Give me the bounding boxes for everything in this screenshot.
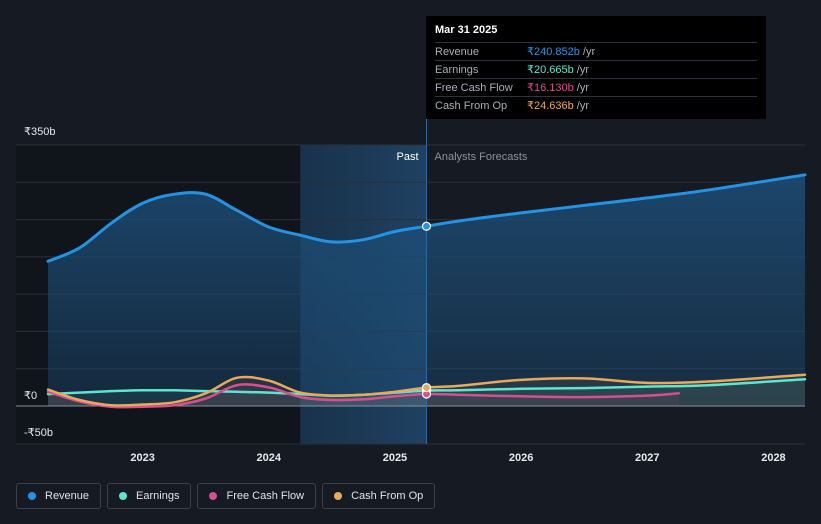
x-tick-label: 2027 xyxy=(635,452,659,464)
cash-from-op-marker xyxy=(421,383,432,393)
past-label: Past xyxy=(396,151,418,163)
y-axis-labels: ₹350b ₹0 -₹50b xyxy=(24,126,55,439)
tooltip-unit: /yr xyxy=(576,81,589,94)
revenue-marker xyxy=(421,221,432,231)
legend-item-free-cash-flow[interactable]: Free Cash Flow xyxy=(197,483,317,509)
tooltip-row-free-cash-flow: Free Cash Flow ₹16.130b /yr xyxy=(435,78,757,96)
legend: Revenue Earnings Free Cash Flow Cash Fro… xyxy=(16,483,436,509)
cash-from-op-dot-icon xyxy=(334,492,343,500)
legend-label: Earnings xyxy=(136,490,180,502)
cash-from-op-line xyxy=(46,373,807,407)
legend-item-cash-from-op[interactable]: Cash From Op xyxy=(322,483,436,509)
x-tick-label: 2024 xyxy=(257,452,282,464)
forecast-label: Analysts Forecasts xyxy=(435,151,528,163)
x-tick-label: 2028 xyxy=(761,452,785,464)
tooltip-label: Earnings xyxy=(435,63,479,76)
series-markers xyxy=(421,221,432,399)
tooltip-label: Revenue xyxy=(435,45,480,58)
x-tick-label: 2026 xyxy=(509,452,533,464)
free-cash-flow-line xyxy=(46,383,681,409)
y-tick-label: ₹350b xyxy=(24,126,55,138)
tooltip-row-earnings: Earnings ₹20.665b /yr xyxy=(435,60,757,78)
tooltip-value: ₹20.665b xyxy=(527,64,574,76)
tooltip-unit: /yr xyxy=(576,99,589,112)
x-tick-label: 2025 xyxy=(383,452,407,464)
legend-label: Free Cash Flow xyxy=(226,490,305,502)
x-axis-labels: 2023 2024 2025 2026 2027 2028 xyxy=(130,452,785,464)
tooltip-unit: /yr xyxy=(582,45,596,58)
tooltip-label: Free Cash Flow xyxy=(435,81,513,94)
tooltip-date: Mar 31 2025 xyxy=(435,24,498,36)
legend-label: Revenue xyxy=(45,490,90,502)
tooltip-row-cash-from-op: Cash From Op ₹24.636b /yr xyxy=(435,96,757,114)
legend-item-revenue[interactable]: Revenue xyxy=(16,483,102,509)
x-tick-label: 2023 xyxy=(130,452,154,464)
free-cash-flow-area xyxy=(48,384,679,408)
tooltip-row-revenue: Revenue ₹240.852b /yr xyxy=(435,42,757,60)
legend-label: Cash From Op xyxy=(351,490,424,502)
tooltip-value: ₹24.636b xyxy=(527,100,574,112)
tooltip: Mar 31 2025 Revenue ₹240.852b /yr Earnin… xyxy=(426,16,766,119)
earnings-dot-icon xyxy=(119,492,128,500)
y-tick-label: ₹0 xyxy=(24,390,37,402)
tooltip-value: ₹240.852b xyxy=(527,46,580,58)
tooltip-value: ₹16.130b xyxy=(527,82,574,94)
revenue-line xyxy=(46,173,807,263)
free-cash-flow-dot-icon xyxy=(209,492,218,500)
tooltip-label: Cash From Op xyxy=(435,99,508,112)
series-lines xyxy=(46,173,807,409)
tooltip-unit: /yr xyxy=(576,63,589,76)
y-tick-label: -₹50b xyxy=(24,427,53,439)
revenue-dot-icon xyxy=(28,492,36,500)
legend-item-earnings[interactable]: Earnings xyxy=(107,483,192,509)
